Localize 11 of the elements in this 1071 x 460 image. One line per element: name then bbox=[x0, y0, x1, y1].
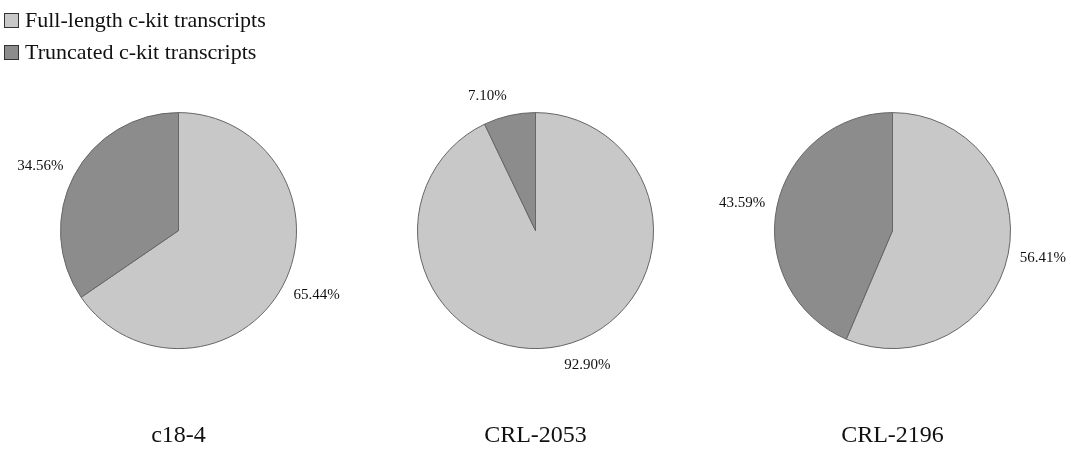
data-label: 43.59% bbox=[718, 193, 766, 210]
data-label: 65.44% bbox=[293, 285, 340, 302]
text: CRL-2196 bbox=[841, 420, 944, 447]
data-label: 34.56% bbox=[17, 157, 64, 174]
data-label: 7.10% bbox=[467, 86, 507, 103]
data-label: 56.41% bbox=[1019, 249, 1067, 266]
legend-label: Truncated c-kit transcripts bbox=[25, 38, 257, 66]
data-label: 92.90% bbox=[564, 356, 611, 373]
text: CRL-2053 bbox=[484, 420, 587, 447]
text: c18-4 bbox=[151, 420, 206, 447]
legend-label: Full-length c-kit transcripts bbox=[25, 6, 266, 34]
